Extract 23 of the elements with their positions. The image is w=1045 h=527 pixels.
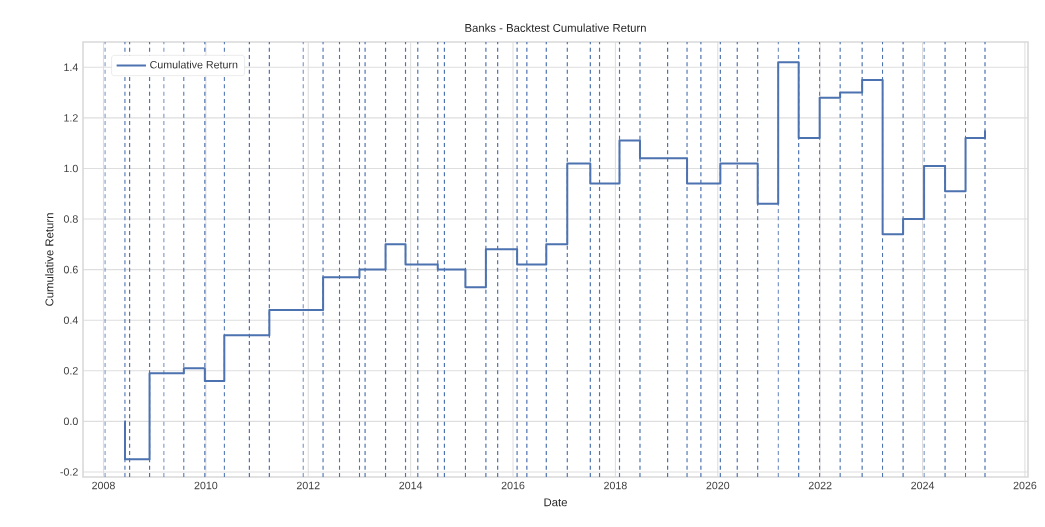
x-tick-label: 2016	[501, 481, 525, 490]
y-tick-label: -0.2	[60, 468, 78, 476]
y-axis-title: Cumulative Return	[45, 213, 54, 306]
x-tick-label: 2014	[399, 481, 423, 490]
x-tick-label: 2022	[808, 481, 832, 490]
y-tick-label: 1.4	[64, 63, 78, 71]
x-tick-label: 2026	[1013, 481, 1037, 490]
x-tick-label: 2012	[296, 481, 320, 490]
y-tick-label: 1.0	[64, 164, 78, 173]
x-tick-label: 2018	[604, 481, 627, 490]
x-tick-label: 2008	[92, 481, 115, 490]
y-tick-label: 0.0	[63, 417, 78, 426]
x-tick-label: 2020	[706, 481, 730, 490]
x-tick-label: 2010	[194, 481, 218, 490]
chart-title: Banks - Backtest Cumulative Return	[465, 23, 646, 32]
y-tick-label: 1.2	[64, 114, 78, 122]
legend-label: Cumulative Return	[150, 60, 238, 69]
x-tick-label: 2024	[911, 481, 935, 490]
x-axis-title: Date	[544, 498, 567, 507]
y-tick-label: 0.2	[63, 366, 78, 375]
y-tick-label: 0.8	[63, 215, 78, 223]
y-tick-label: 0.4	[63, 316, 78, 324]
y-tick-label: 0.6	[63, 265, 78, 274]
